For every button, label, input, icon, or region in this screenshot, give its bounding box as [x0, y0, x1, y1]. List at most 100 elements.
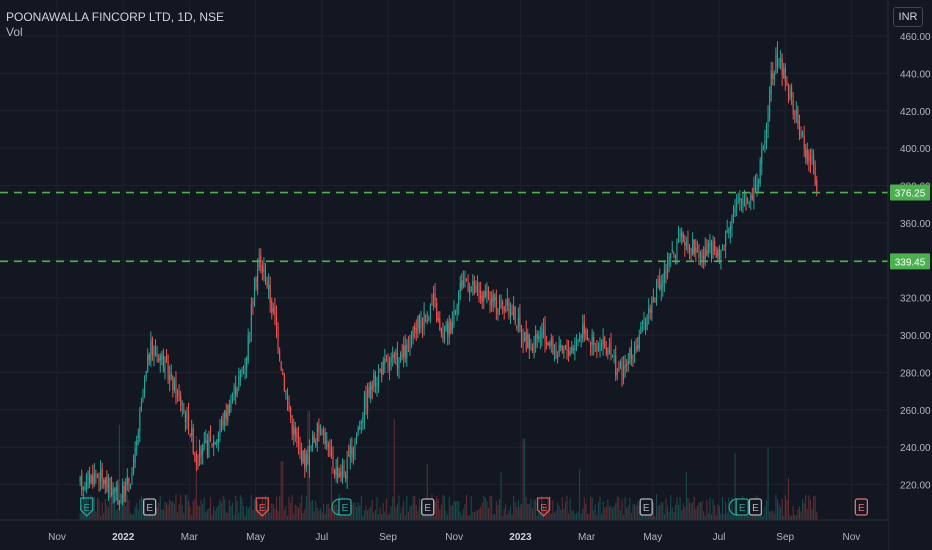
candle-body	[798, 121, 801, 136]
candle-body	[685, 243, 687, 245]
candle-body	[313, 434, 315, 443]
volume-bar	[561, 497, 563, 520]
candle-body	[586, 334, 588, 340]
volume-bar	[655, 494, 658, 520]
earnings-label: E	[342, 503, 349, 514]
symbol-title[interactable]: POONAWALLA FINCORP LTD, 1D, NSE	[6, 10, 225, 24]
candle-body	[82, 487, 84, 490]
candles	[79, 41, 818, 511]
volume-bar	[382, 503, 384, 520]
candle-body	[340, 471, 342, 477]
volume-bar	[773, 513, 775, 520]
earnings-marker[interactable]: E	[854, 498, 868, 516]
time-tick-label: Sep	[776, 532, 794, 543]
volume-bar	[814, 495, 816, 520]
volume-bar	[458, 501, 460, 520]
volume-bar	[158, 502, 160, 520]
candle-body	[742, 201, 744, 206]
horizontal-levels[interactable]: 376.25 339.45	[0, 184, 930, 270]
time-tick-label: Nov	[843, 532, 861, 543]
earnings-marker[interactable]: E	[80, 497, 94, 517]
volume-bar	[693, 496, 695, 520]
volume-label[interactable]: Vol	[6, 25, 23, 39]
candle-body	[246, 358, 248, 369]
candle-body	[470, 286, 472, 291]
candle-body	[654, 297, 656, 303]
price-level-tag[interactable]	[890, 184, 930, 201]
volume-bar	[685, 472, 687, 520]
candle-body	[767, 115, 769, 128]
volume-bar	[481, 502, 483, 520]
volume-bar	[288, 496, 290, 520]
candle-body	[679, 233, 681, 235]
candle-body	[585, 331, 587, 335]
volume-bar	[307, 410, 309, 520]
candle-body	[285, 393, 287, 395]
candle-body	[263, 267, 265, 273]
volume-bar	[82, 494, 84, 520]
earnings-marker[interactable]: E	[639, 498, 653, 516]
earnings-marker[interactable]: E	[331, 498, 352, 516]
earnings-marker[interactable]: E	[748, 498, 763, 516]
candle-body	[194, 454, 196, 457]
candle-body	[673, 252, 675, 254]
volume-bar	[778, 503, 780, 520]
candle-body	[806, 149, 808, 162]
currency-button[interactable]: INR	[893, 7, 923, 27]
candle-body	[764, 139, 766, 144]
volume-bar	[472, 511, 474, 520]
volume-bar	[81, 505, 83, 520]
volume-bar	[580, 513, 582, 520]
volume-bar	[142, 497, 144, 520]
price-tick-label: 460.00	[900, 32, 931, 43]
earnings-marker[interactable]: E	[728, 498, 749, 516]
volume-bar	[249, 505, 251, 520]
volume-bar	[106, 504, 108, 520]
volume-bar	[602, 501, 604, 520]
earnings-marker[interactable]: E	[143, 498, 157, 516]
candle-body	[604, 336, 606, 348]
candle-body	[296, 431, 298, 439]
volume-bar	[590, 496, 592, 520]
candle-body	[549, 342, 551, 347]
volume-bar	[304, 509, 306, 520]
volume-bar	[695, 509, 697, 520]
earnings-marker[interactable]: E	[536, 497, 551, 517]
volume-bar	[213, 506, 215, 520]
volume-bar	[129, 512, 131, 520]
candle-body	[442, 332, 444, 342]
volume-bar	[519, 507, 521, 520]
volume-bar	[279, 496, 281, 520]
price-level-tag[interactable]	[890, 253, 930, 270]
time-axis[interactable]: Nov 2022 Mar May Jul Sep Nov 2023 Mar May Jul Sep No…	[0, 519, 888, 550]
volume-bar	[798, 506, 801, 520]
candle-body	[566, 348, 568, 353]
earnings-marker[interactable]: E	[421, 498, 435, 516]
volume-bar	[246, 506, 248, 520]
candle-body	[233, 387, 235, 394]
candle-body	[264, 269, 267, 283]
candle-body	[753, 187, 755, 203]
volume-bar	[783, 515, 785, 520]
volume-bar	[707, 513, 709, 520]
candle-body	[615, 355, 617, 377]
price-axis[interactable]: 220.00240.00260.00280.00300.00320.00340.…	[887, 0, 932, 550]
candle-body	[238, 376, 240, 387]
candle-body	[407, 346, 409, 348]
candle-body	[704, 247, 706, 260]
candle-body	[418, 314, 420, 329]
volume-bar	[594, 504, 596, 520]
volume-bar	[811, 509, 813, 520]
earnings-marker[interactable]: E	[255, 497, 269, 517]
candle-body	[461, 279, 463, 289]
volume-bar	[368, 508, 370, 520]
candle-body	[517, 317, 519, 326]
candle-body	[224, 410, 226, 427]
candle-body	[703, 256, 705, 260]
volume-bar	[687, 498, 689, 520]
volume-bar	[572, 509, 574, 520]
volume-bar	[230, 505, 232, 520]
